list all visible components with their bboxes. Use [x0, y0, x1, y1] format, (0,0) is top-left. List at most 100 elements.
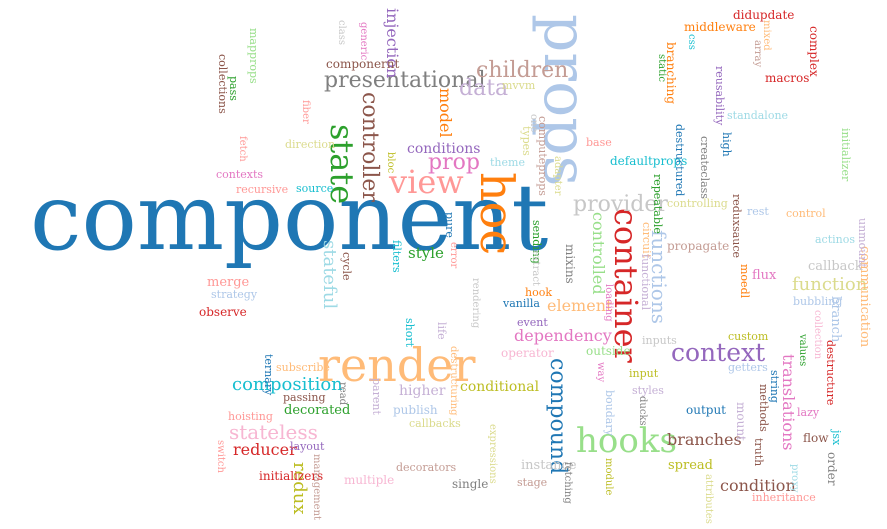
word-loading: event [517, 316, 548, 329]
word-conditions: conditions [407, 141, 481, 157]
word-actinos: actinos [815, 233, 856, 246]
word-ternary: subscribe [276, 361, 330, 374]
word-fiber: fiber [300, 100, 311, 124]
word-inheritance: spread [668, 458, 713, 473]
word-reusability: reusability [713, 66, 726, 126]
word-cycle: sending [530, 220, 543, 264]
word-stage: fetching [562, 462, 573, 504]
word-initializers: management [311, 454, 322, 521]
word-controlled: controlled [589, 212, 608, 295]
word-truth: proxy [789, 464, 800, 493]
word-way: module [603, 458, 614, 496]
word-compound: compound [545, 358, 570, 475]
word-life: destructuring [448, 346, 459, 416]
word-base: base [586, 136, 612, 149]
word-instance: stage [517, 476, 548, 489]
word-boudary: way [595, 362, 606, 383]
word-stateless: stateless [229, 420, 318, 444]
word-extract: merge [207, 275, 250, 290]
word-fetching: single [452, 477, 489, 491]
word-componernt: componernt [326, 57, 400, 71]
word-values: getters [728, 361, 768, 374]
word-stateful: stateful [319, 240, 340, 310]
word-callbacks: publish [393, 403, 438, 417]
word-mvvm: mvvm [502, 79, 536, 92]
word-outside: inputs [642, 334, 677, 347]
word-controller: controller [357, 92, 382, 202]
word-middleware: middleware [684, 20, 756, 34]
word-controlling: controlling [667, 197, 728, 210]
word-condition: condition [720, 476, 796, 495]
word-redux: redux [289, 462, 310, 515]
word-collection: values [797, 334, 808, 367]
word-didupdate: didupdate [733, 8, 795, 22]
word-switch: initializers [259, 469, 324, 483]
word-complex: complex [807, 26, 821, 77]
word-prop: prop [428, 150, 480, 175]
word-inputs: custom [728, 330, 769, 343]
word-data: data [459, 76, 509, 101]
word-mount: output [686, 403, 727, 417]
word-contexts: contexts [216, 168, 264, 181]
word-static: static [656, 54, 667, 82]
word-css: css [686, 34, 697, 50]
word-mixed: mixed [761, 20, 772, 51]
word-provider: provider [573, 192, 668, 217]
word-adapter: adapter [552, 156, 563, 196]
word-mixins: mixins [563, 244, 577, 284]
word-single: expressions [487, 424, 498, 484]
word-fetch-top: fetch [237, 136, 248, 162]
word-getters: string [768, 370, 781, 403]
word-proxy: attributes [703, 474, 714, 524]
word-translations: translations [779, 354, 798, 451]
word-unmount: unmount [856, 218, 869, 268]
word-repeatable: repeatable [651, 174, 664, 234]
word-context: context [671, 338, 766, 367]
word-passing: decorated [284, 403, 351, 418]
word-one: one [528, 114, 539, 133]
word-publish: parent [370, 378, 383, 415]
word-string: methods [757, 384, 770, 432]
word-view: view [389, 163, 464, 201]
word-sending: extract [530, 250, 541, 286]
word-jsx: order [825, 452, 839, 486]
word-order: mount [734, 402, 748, 441]
word-render: render [318, 338, 476, 392]
word-injection: injection [383, 8, 402, 79]
word-children: children [476, 58, 569, 83]
word-management: multiple [344, 473, 395, 487]
word-types: types [520, 126, 533, 156]
word-control: control [786, 207, 826, 220]
word-vanilla: loading [603, 284, 614, 322]
word-branching: branching [664, 42, 678, 104]
word-functional: functional [639, 254, 652, 311]
word-output: ducks [637, 396, 648, 426]
word-hoc: hoc [470, 172, 524, 256]
word-hooks: hooks [576, 421, 677, 461]
word-array: array [752, 40, 763, 68]
word-ducks: styles [632, 384, 664, 397]
word-state: state [323, 124, 361, 205]
word-event: short [403, 318, 416, 348]
word-callback: callback [808, 259, 863, 274]
word-composition: composition [232, 374, 343, 395]
word-destructured: destructured [673, 124, 686, 197]
word-defaultprops: defaultprops [610, 154, 688, 168]
word-theme: theme [490, 156, 525, 169]
word-rest: rest [747, 205, 769, 218]
word-element: element [547, 296, 613, 315]
word-pure: pure [443, 212, 456, 238]
word-circuit: circuit [640, 222, 653, 259]
word-source: source [296, 182, 334, 195]
word-flow: jsx [830, 430, 843, 446]
word-module: truth [752, 438, 765, 467]
word-container: container [607, 208, 645, 363]
word-flux: flux [752, 268, 777, 283]
word-reduxsauce: reduxsauce [730, 194, 743, 259]
word-methods: lazy [797, 406, 820, 419]
word-communication: communication [857, 246, 872, 348]
word-fetch: cycle [340, 252, 353, 281]
word-computeprops: computeprops [536, 116, 549, 196]
word-higher: higher [399, 383, 446, 399]
